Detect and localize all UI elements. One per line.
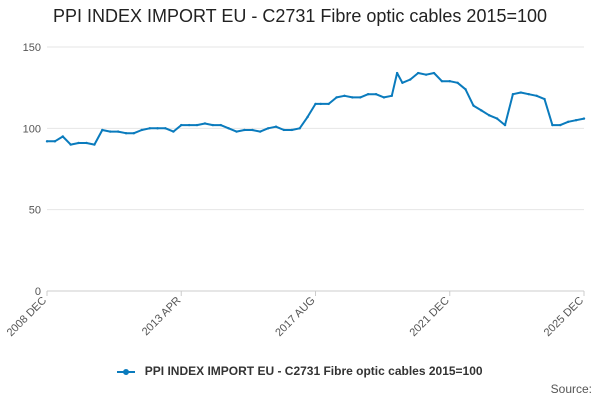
data-point xyxy=(519,91,523,94)
data-point xyxy=(456,81,459,84)
data-point xyxy=(527,92,530,96)
y-tick-label-0: 0 xyxy=(35,286,41,298)
data-point xyxy=(164,127,167,130)
y-axis: 0 50 100 150 xyxy=(23,42,41,298)
data-point xyxy=(298,127,301,130)
x-tick-label-3: 2021 DEC xyxy=(407,295,451,339)
data-point xyxy=(77,141,80,145)
data-point xyxy=(448,79,451,83)
data-point xyxy=(180,123,183,127)
data-point xyxy=(440,79,444,83)
data-point xyxy=(567,120,570,124)
data-point xyxy=(472,104,475,107)
data-point xyxy=(101,128,104,132)
data-point xyxy=(235,130,238,133)
data-point xyxy=(282,128,286,132)
data-point xyxy=(582,117,586,120)
chart-title: PPI INDEX IMPORT EU - C2731 Fibre optic … xyxy=(52,6,548,26)
data-point xyxy=(374,92,378,96)
data-point xyxy=(69,143,72,146)
data-point xyxy=(327,102,330,106)
data-point xyxy=(409,78,412,81)
x-tick-label-1: 2013 APR xyxy=(140,295,184,339)
x-tick-label-2: 2017 AUG xyxy=(273,295,317,339)
data-point xyxy=(319,102,322,106)
data-point xyxy=(314,102,317,106)
data-point xyxy=(251,128,254,132)
source-note: Source: xyxy=(550,382,592,396)
data-point xyxy=(266,127,270,130)
data-point xyxy=(495,117,499,120)
series-line-group xyxy=(45,71,586,146)
data-point xyxy=(219,123,222,127)
data-point xyxy=(93,143,96,146)
x-tick-label-0: 2008 DEC xyxy=(5,295,49,339)
data-point xyxy=(574,119,578,122)
y-tick-label-100: 100 xyxy=(23,123,41,135)
data-point xyxy=(535,94,538,98)
data-point xyxy=(488,114,491,117)
y-tick-label-150: 150 xyxy=(23,42,41,54)
data-point xyxy=(335,96,338,99)
data-point xyxy=(464,88,467,91)
x-tick-label-4: 2025 DEC xyxy=(542,295,586,339)
data-point xyxy=(306,115,309,119)
data-point xyxy=(187,123,191,127)
data-point xyxy=(108,130,112,133)
series-line xyxy=(47,72,585,146)
data-point xyxy=(148,127,151,130)
data-point xyxy=(156,127,159,130)
data-point xyxy=(559,123,562,127)
data-point xyxy=(172,130,175,133)
data-point xyxy=(359,96,362,99)
legend-line-marker-icon xyxy=(117,367,136,377)
data-point xyxy=(259,130,262,133)
data-point xyxy=(243,128,246,132)
data-point xyxy=(140,128,143,132)
data-point xyxy=(45,140,49,143)
data-point xyxy=(551,123,554,127)
data-point xyxy=(53,140,57,143)
data-point xyxy=(227,127,230,130)
legend[interactable]: PPI INDEX IMPORT EU - C2731 Fibre optic … xyxy=(0,364,600,378)
data-point xyxy=(85,141,88,145)
data-point xyxy=(390,94,394,98)
data-point xyxy=(274,125,278,128)
gridlines xyxy=(47,46,584,292)
data-point xyxy=(395,71,399,75)
data-point xyxy=(132,132,136,135)
data-point xyxy=(351,96,354,99)
data-point xyxy=(343,94,346,98)
data-point xyxy=(124,132,128,135)
data-point xyxy=(424,73,428,76)
data-point xyxy=(366,92,370,96)
data-point xyxy=(543,97,546,101)
x-axis: 2008 DEC 2013 APR 2017 AUG 2021 DEC 2025 DEC xyxy=(5,291,586,339)
y-tick-label-50: 50 xyxy=(29,205,41,217)
data-point xyxy=(401,81,404,84)
data-point xyxy=(195,123,199,127)
data-point xyxy=(203,122,207,125)
data-point xyxy=(211,123,215,127)
data-point xyxy=(61,135,64,138)
legend-label: PPI INDEX IMPORT EU - C2731 Fibre optic … xyxy=(144,364,483,378)
data-point xyxy=(382,96,386,99)
data-point xyxy=(480,109,483,112)
data-point xyxy=(290,128,294,132)
data-point xyxy=(116,130,120,133)
data-point xyxy=(503,123,507,127)
data-point xyxy=(432,71,436,75)
data-point xyxy=(416,71,420,75)
data-point xyxy=(511,92,515,96)
